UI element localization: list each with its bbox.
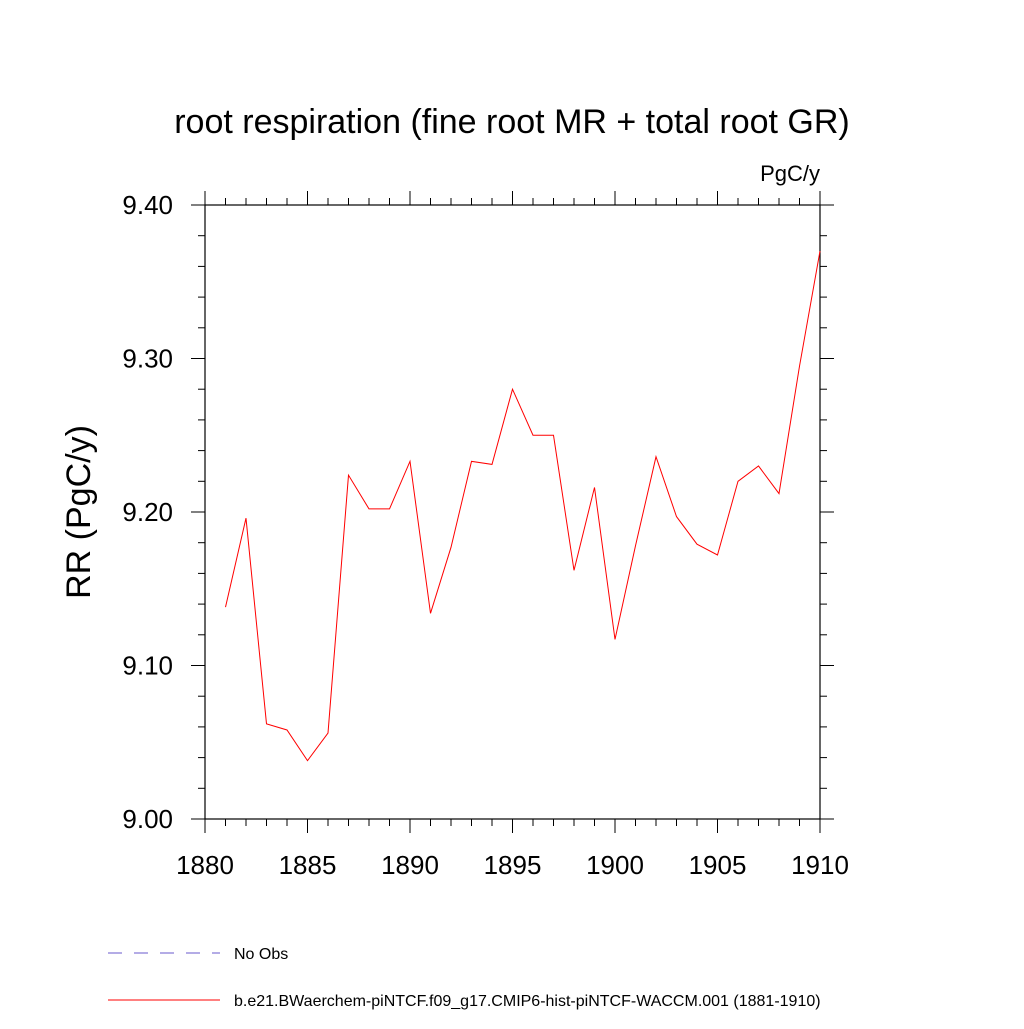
x-tick-label: 1910 xyxy=(791,850,849,880)
y-tick-label: 9.30 xyxy=(122,344,173,374)
y-tick-label: 9.00 xyxy=(122,804,173,834)
units-label: PgC/y xyxy=(760,161,820,186)
legend-series-label: b.e21.BWaerchem-piNTCF.f09_g17.CMIP6-his… xyxy=(234,993,821,1010)
tick-group xyxy=(191,191,834,833)
tick-label-group: 1880 1885 1890 1895 1900 1905 1910 9.00 9.10 9.20… xyxy=(122,190,849,880)
x-tick-label: 1905 xyxy=(689,850,747,880)
y-tick-label: 9.20 xyxy=(122,497,173,527)
legend-obs-label: No Obs xyxy=(234,946,288,963)
x-tick-label: 1900 xyxy=(586,850,644,880)
y-tick-label: 9.40 xyxy=(122,190,173,220)
x-tick-label: 1885 xyxy=(279,850,337,880)
series-group xyxy=(225,250,821,762)
y-axis-label: RR (PgC/y) xyxy=(60,425,98,599)
x-tick-label: 1895 xyxy=(484,850,542,880)
y-tick-label: 9.10 xyxy=(122,651,173,681)
x-tick-label: 1890 xyxy=(381,850,439,880)
chart-title: root respiration (fine root MR + total r… xyxy=(174,103,850,141)
legend: No Obs b.e21.BWaerchem-piNTCF.f09_g17.CM… xyxy=(108,946,821,1010)
x-tick-label: 1880 xyxy=(176,850,234,880)
plot-frame xyxy=(204,204,821,820)
series-line xyxy=(225,250,821,762)
